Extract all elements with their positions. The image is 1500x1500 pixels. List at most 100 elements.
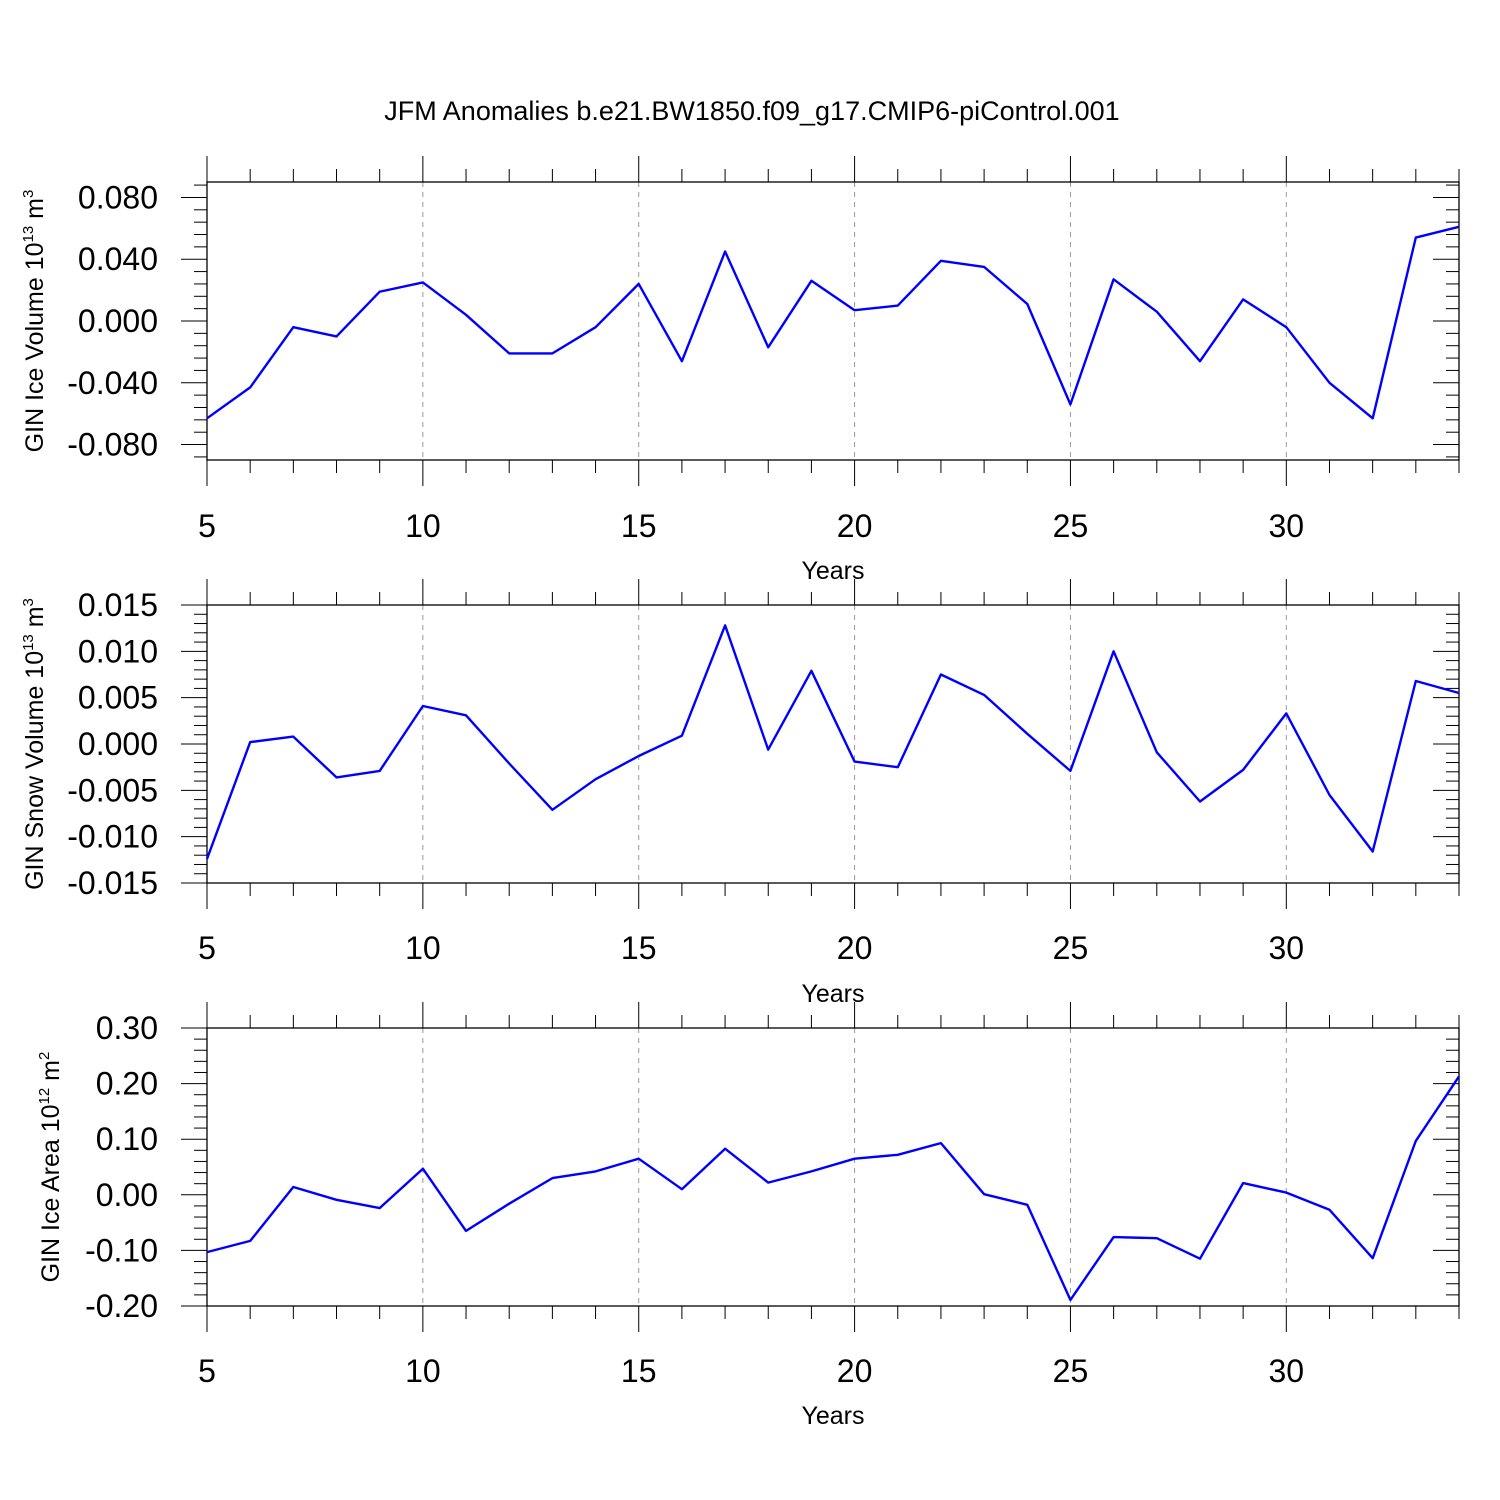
ylabel-unit-exponent: 2 — [36, 1052, 53, 1060]
data-point — [291, 1185, 295, 1189]
x-tick-label: 20 — [837, 1353, 873, 1389]
data-point — [1155, 750, 1159, 754]
data-point — [809, 669, 813, 673]
ylabel-exponent: 13 — [20, 634, 37, 651]
data-point — [637, 754, 641, 758]
data-point — [1112, 1235, 1116, 1239]
data-point — [1241, 768, 1245, 772]
ylabel-exponent: 12 — [36, 1088, 53, 1105]
x-tick-label: 25 — [1053, 1353, 1089, 1389]
y-tick-label: 0.00 — [96, 1177, 158, 1213]
data-point — [680, 734, 684, 738]
panel-snow-volume: GIN Snow Volume 1013 m3 Years 5 10 15 20 25 3… — [20, 579, 1460, 1008]
xlabel-ice-area: Years — [801, 1402, 864, 1430]
x-tick-label: 30 — [1269, 508, 1305, 544]
x-tick-label: 30 — [1269, 930, 1305, 966]
data-point — [680, 359, 684, 363]
x-tick-label: 20 — [837, 930, 873, 966]
chart-title: JFM Anomalies b.e21.BW1850.f09_g17.CMIP6… — [384, 96, 1119, 126]
xlabel-ice-volume: Years — [801, 557, 864, 585]
data-point — [507, 351, 511, 355]
data-point — [853, 308, 857, 312]
ylabel-unit-exponent: 3 — [20, 598, 37, 606]
data-point — [1371, 1256, 1375, 1260]
y-tick-label: 0.080 — [78, 179, 158, 215]
data-point — [421, 704, 425, 708]
data-point — [594, 325, 598, 329]
y-tick-label: 0.30 — [96, 1010, 158, 1046]
data-point — [1284, 711, 1288, 715]
data-point — [766, 1181, 770, 1185]
ylabel-unit: m — [37, 1060, 65, 1088]
data-line — [206, 225, 1460, 420]
x-tick-label: 5 — [198, 508, 216, 544]
x-tick-label: 25 — [1053, 508, 1089, 544]
data-point — [637, 282, 641, 286]
data-point — [291, 735, 295, 739]
data-point — [766, 748, 770, 752]
data-point — [421, 1167, 425, 1171]
data-point — [378, 1206, 382, 1210]
y-tick-label: 0.000 — [78, 303, 158, 339]
data-point — [1025, 302, 1029, 306]
data-point — [291, 325, 295, 329]
y-tick-label: -0.080 — [67, 427, 158, 463]
data-point — [939, 1141, 943, 1145]
data-point — [1414, 1139, 1418, 1143]
plot-frame — [206, 604, 1460, 884]
data-point — [853, 1157, 857, 1161]
y-tick-label: -0.005 — [67, 772, 158, 808]
y-tick-label: 0.000 — [78, 726, 158, 762]
data-point — [1155, 1236, 1159, 1240]
data-point — [594, 1169, 598, 1173]
x-tick-label: 10 — [405, 1353, 441, 1389]
data-point — [1198, 359, 1202, 363]
data-point — [205, 1250, 209, 1254]
data-point — [248, 385, 252, 389]
data-point — [1414, 236, 1418, 240]
plot-frame — [206, 1027, 1460, 1307]
data-point — [1198, 799, 1202, 803]
ylabel-exponent: 13 — [20, 226, 37, 243]
y-tick-label: -0.10 — [85, 1232, 158, 1268]
data-point — [809, 1169, 813, 1173]
panel-ice-volume: GIN Ice Volume 1013 m3 Years 5 10 15 20 25 30… — [20, 156, 1460, 585]
x-tick-label: 10 — [405, 508, 441, 544]
data-point — [464, 713, 468, 717]
x-tick-label: 15 — [621, 1353, 657, 1389]
y-tick-label: 0.20 — [96, 1066, 158, 1102]
data-point — [1068, 769, 1072, 773]
data-point — [378, 290, 382, 294]
y-tick-label: 0.040 — [78, 241, 158, 277]
data-point — [1327, 1208, 1331, 1212]
data-point — [550, 351, 554, 355]
data-point — [1371, 849, 1375, 853]
data-point — [1241, 297, 1245, 301]
y-tick-label: -0.20 — [85, 1288, 158, 1324]
x-tick-label: 5 — [198, 1353, 216, 1389]
ylabel-unit-exponent: 3 — [20, 190, 37, 198]
data-point — [248, 740, 252, 744]
data-point — [248, 1239, 252, 1243]
panel-ice-area: GIN Ice Area 1012 m2 Years 5 10 15 20 25 30 -0… — [36, 1002, 1460, 1430]
data-point — [1068, 1298, 1072, 1302]
data-point — [809, 279, 813, 283]
data-point — [896, 304, 900, 308]
y-tick-label: 0.015 — [78, 587, 158, 623]
data-point — [896, 1153, 900, 1157]
data-point — [1155, 310, 1159, 314]
data-point — [1112, 649, 1116, 653]
data-point — [507, 1202, 511, 1206]
ylabel-ice-volume: GIN Ice Volume 1013 m3 — [20, 190, 49, 453]
data-point — [1414, 679, 1418, 683]
data-point — [1284, 325, 1288, 329]
ylabel-unit: m — [21, 198, 49, 226]
x-tick-label: 5 — [198, 930, 216, 966]
data-point — [939, 673, 943, 677]
x-tick-label: 20 — [837, 508, 873, 544]
data-point — [939, 259, 943, 263]
x-tick-label: 15 — [621, 508, 657, 544]
data-point — [680, 1187, 684, 1191]
data-point — [1327, 793, 1331, 797]
